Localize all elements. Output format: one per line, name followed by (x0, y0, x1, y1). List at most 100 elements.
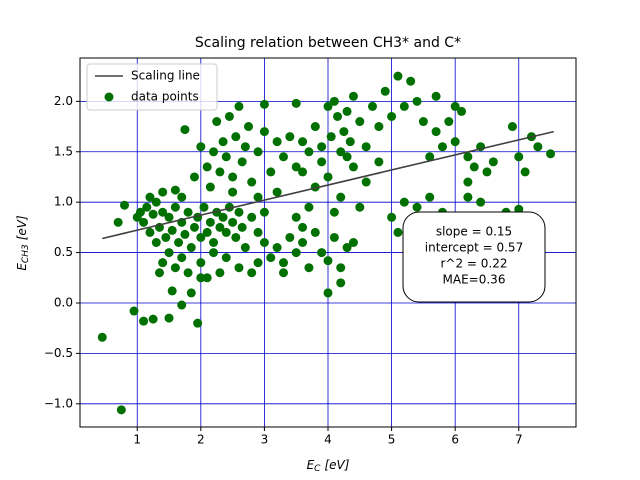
data-point (183, 207, 193, 217)
data-point (425, 192, 435, 202)
data-point (158, 258, 168, 268)
data-point (329, 232, 339, 242)
data-point (196, 258, 206, 268)
data-point (170, 202, 180, 212)
data-point (336, 278, 346, 288)
data-point (259, 99, 269, 109)
data-point (348, 91, 358, 101)
data-point (139, 217, 149, 227)
scaling-line (102, 130, 554, 240)
y-tick-label: 2.0 (54, 94, 73, 108)
y-tick-label: 1.0 (54, 195, 73, 209)
data-point (298, 238, 308, 247)
data-point (218, 212, 228, 222)
data-point (336, 263, 346, 273)
legend-marker (104, 92, 114, 102)
data-point (240, 243, 250, 253)
data-point (180, 229, 190, 239)
data-point (221, 152, 231, 162)
data-point (259, 127, 269, 137)
data-point (142, 202, 152, 212)
data-point (437, 142, 447, 152)
data-point (253, 147, 263, 157)
data-point (189, 172, 199, 182)
data-point (170, 263, 180, 273)
data-point (266, 167, 276, 177)
data-point (387, 111, 397, 121)
data-point (154, 268, 164, 278)
data-point (310, 122, 320, 132)
data-point (158, 207, 168, 217)
data-point (228, 187, 238, 197)
data-point (221, 227, 231, 237)
data-point (205, 217, 215, 227)
data-point (304, 202, 314, 212)
data-point (164, 313, 174, 323)
data-point (145, 192, 155, 202)
data-point (228, 172, 238, 182)
data-point (339, 127, 349, 137)
x-label-main: E (307, 458, 315, 472)
y-label-sub: CH3 (21, 244, 31, 263)
data-point (244, 122, 254, 132)
data-point (247, 177, 257, 187)
data-point (291, 98, 301, 108)
data-point (97, 332, 107, 342)
data-point (298, 167, 308, 177)
annotation-text: r^2 = 0.22 (440, 257, 507, 271)
data-point (186, 243, 196, 253)
annotation-text: intercept = 0.57 (425, 241, 523, 255)
y-label-unit: [eV] (15, 215, 29, 240)
annotation-text: MAE=0.36 (443, 273, 506, 287)
data-point (514, 152, 524, 162)
x-tick-label: 1 (133, 433, 141, 447)
data-point (310, 227, 320, 237)
data-point (399, 101, 409, 111)
data-point (488, 157, 498, 167)
data-point (368, 101, 378, 111)
data-point (412, 96, 422, 106)
data-point (177, 192, 187, 202)
data-point (469, 162, 479, 172)
data-point (425, 152, 435, 162)
data-point (135, 207, 145, 217)
data-point (291, 248, 301, 258)
x-tick-label: 4 (324, 433, 332, 447)
data-point (431, 127, 441, 137)
data-point (272, 137, 282, 147)
data-point (272, 243, 282, 253)
data-point (298, 222, 308, 232)
data-point (234, 263, 244, 273)
data-point (116, 405, 126, 415)
data-point (199, 202, 209, 212)
data-point (202, 273, 212, 283)
data-point (212, 207, 222, 217)
data-point (113, 217, 123, 227)
data-point (145, 227, 155, 237)
data-point (215, 268, 225, 278)
data-point (450, 101, 460, 111)
data-point (507, 122, 517, 132)
data-point (209, 248, 219, 258)
y-tick-label: 1.5 (54, 144, 73, 158)
x-tick-label: 7 (515, 433, 523, 447)
data-point (323, 288, 333, 298)
y-tick-label: −0.5 (44, 346, 73, 360)
data-point (342, 243, 352, 253)
data-point (323, 101, 333, 111)
data-point (278, 268, 288, 278)
data-point (161, 232, 171, 242)
data-point (476, 197, 486, 207)
data-point (231, 232, 241, 242)
data-point (202, 162, 212, 172)
data-point (215, 167, 225, 177)
data-point (224, 111, 234, 121)
data-point (304, 147, 314, 157)
y-tick-label: −1.0 (44, 396, 73, 410)
data-point (231, 132, 241, 142)
data-point (345, 137, 355, 147)
chart-title: Scaling relation between CH3* and C* (195, 35, 461, 51)
data-point (167, 225, 177, 235)
data-point (196, 142, 206, 152)
